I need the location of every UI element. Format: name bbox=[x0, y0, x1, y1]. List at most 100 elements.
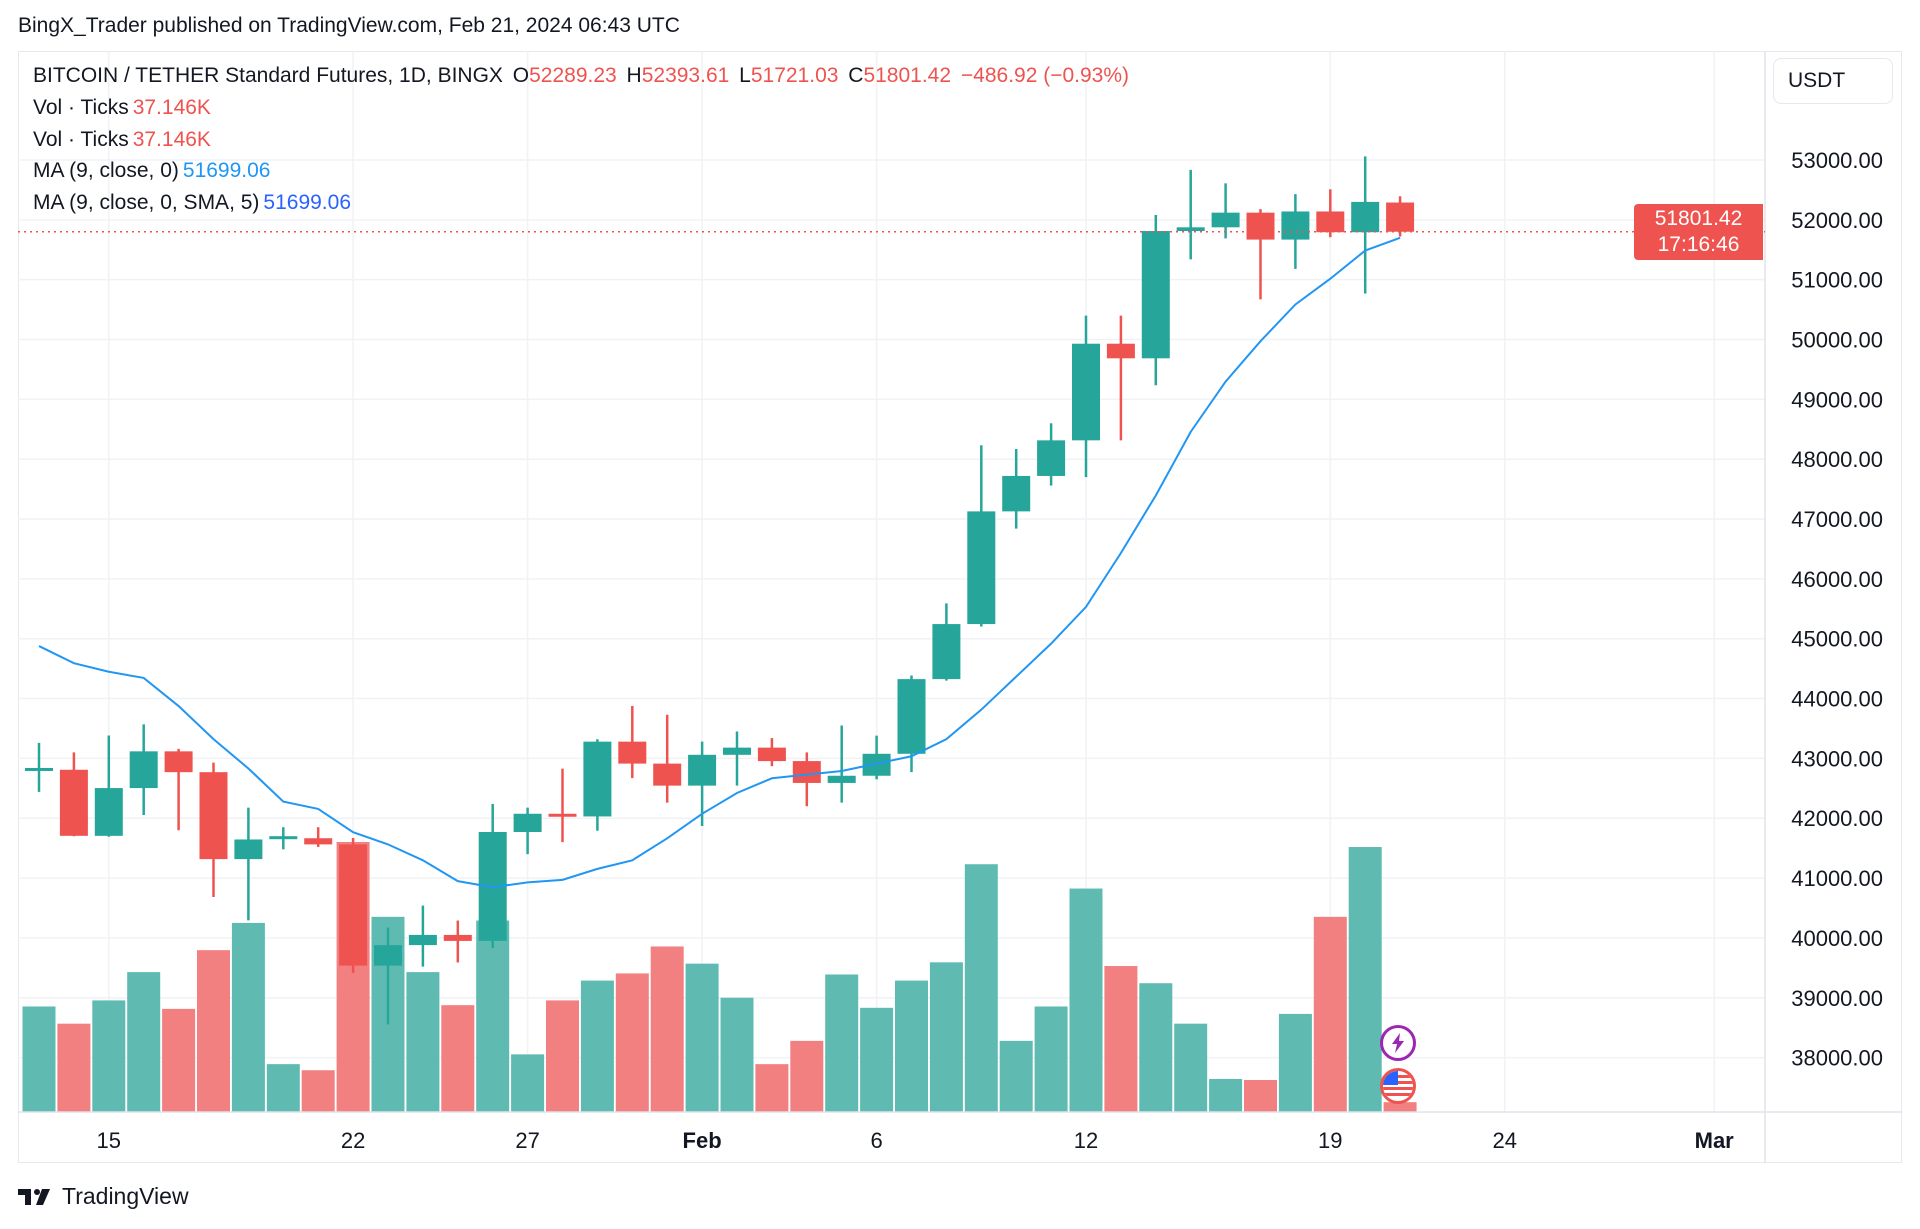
volume-bar bbox=[162, 1008, 196, 1112]
ma-label: MA (9, close, 0) bbox=[33, 159, 179, 182]
candle bbox=[967, 445, 996, 627]
candles bbox=[25, 156, 1415, 1025]
legend-ma-2[interactable]: MA (9, close, 0, SMA, 5) 51699.06 bbox=[33, 191, 355, 215]
candle-body bbox=[897, 679, 926, 754]
candle bbox=[339, 837, 368, 973]
volume-bar bbox=[1383, 1102, 1417, 1112]
volume-bar bbox=[615, 973, 649, 1112]
candle-body bbox=[1141, 231, 1170, 359]
low-label: L bbox=[739, 64, 751, 87]
legend-ma-1[interactable]: MA (9, close, 0) 51699.06 bbox=[33, 159, 274, 183]
ma-value: 51699.06 bbox=[263, 191, 351, 214]
volume-bar bbox=[685, 963, 719, 1112]
ma-line-layer bbox=[38, 236, 1401, 889]
volume-bar bbox=[790, 1040, 824, 1112]
candle-body bbox=[688, 754, 717, 786]
candle-body bbox=[932, 624, 961, 680]
legend-volume-2[interactable]: Vol · Ticks 37.146K bbox=[33, 128, 215, 152]
volume-bar bbox=[92, 1000, 126, 1112]
time-tick-label: Mar bbox=[1695, 1128, 1735, 1153]
currency-button[interactable]: USDT bbox=[1773, 58, 1893, 104]
volume-bar bbox=[1104, 966, 1138, 1112]
candle bbox=[199, 762, 228, 898]
symbol-title[interactable]: BITCOIN / TETHER Standard Futures, 1D, B… bbox=[33, 64, 503, 87]
candle-body bbox=[269, 836, 298, 840]
chart-frame bbox=[18, 51, 1902, 1163]
last-price-label: 51801.42 17:16:46 bbox=[1634, 204, 1763, 260]
candle-body bbox=[374, 945, 402, 966]
time-tick-label: 12 bbox=[1074, 1128, 1098, 1153]
candle bbox=[408, 905, 437, 967]
volume-bar bbox=[1244, 1080, 1277, 1112]
candle-body bbox=[339, 844, 368, 966]
volume-bar bbox=[1209, 1078, 1243, 1112]
high-value: 52393.61 bbox=[641, 64, 730, 87]
candle bbox=[1246, 209, 1275, 300]
ma-label: MA (9, close, 0, SMA, 5) bbox=[33, 191, 260, 214]
candle-body bbox=[967, 511, 996, 625]
candle-body bbox=[583, 741, 612, 817]
volume-bar bbox=[231, 922, 265, 1112]
axes: 53000.00 52000.00 51000.00 50000.00 49000.00… bbox=[18, 51, 1902, 1163]
candle-body bbox=[723, 747, 751, 755]
price-tick-label: 53000.00 bbox=[1791, 148, 1883, 173]
open-label: O bbox=[512, 64, 530, 87]
time-tick-label: 22 bbox=[341, 1128, 365, 1153]
time-tick-label: 27 bbox=[515, 1128, 539, 1153]
candle-body bbox=[59, 769, 88, 836]
candle bbox=[478, 803, 507, 949]
ma-line bbox=[38, 236, 1401, 889]
close-value: 51801.42 bbox=[863, 64, 952, 87]
candle-body bbox=[129, 751, 158, 789]
volume-bar bbox=[580, 980, 614, 1112]
price-tick-label: 42000.00 bbox=[1791, 806, 1883, 831]
grid bbox=[18, 51, 1765, 1112]
candle-body bbox=[653, 763, 682, 786]
us-flag-icon[interactable] bbox=[1380, 1068, 1416, 1104]
price-tick-label: 47000.00 bbox=[1791, 507, 1883, 532]
candle-body bbox=[1106, 343, 1135, 359]
price-tick-label: 40000.00 bbox=[1791, 926, 1883, 951]
candle bbox=[1281, 194, 1310, 269]
candle bbox=[548, 768, 577, 843]
candle bbox=[1351, 156, 1380, 294]
time-tick-label: Feb bbox=[683, 1128, 722, 1153]
candle bbox=[618, 706, 647, 779]
candle bbox=[1106, 315, 1135, 441]
volume-bar bbox=[476, 920, 510, 1112]
volume-bar bbox=[546, 1000, 579, 1112]
price-tick-label: 51000.00 bbox=[1791, 268, 1883, 293]
high-label: H bbox=[626, 64, 642, 87]
tradingview-logo[interactable]: TradingView bbox=[18, 1183, 189, 1210]
volume-bar bbox=[301, 1070, 335, 1112]
volume-bar bbox=[511, 1054, 545, 1112]
candle bbox=[1316, 189, 1345, 238]
candle bbox=[59, 752, 88, 837]
volume-bar bbox=[895, 980, 928, 1112]
candle bbox=[827, 725, 856, 803]
candle-body bbox=[548, 813, 577, 817]
volume-bar bbox=[964, 864, 998, 1112]
candle-body bbox=[1316, 211, 1345, 233]
time-tick-label: 6 bbox=[870, 1128, 882, 1153]
volume-bar bbox=[999, 1040, 1033, 1112]
candle-body bbox=[164, 751, 193, 773]
candle-body bbox=[1072, 343, 1100, 441]
candle bbox=[792, 752, 821, 807]
candle bbox=[164, 748, 193, 831]
candle bbox=[1141, 215, 1170, 386]
lightning-icon[interactable] bbox=[1380, 1025, 1416, 1061]
volume-label: Vol · Ticks bbox=[33, 128, 129, 151]
candle-body bbox=[199, 772, 228, 860]
volume-bar bbox=[406, 972, 440, 1112]
price-tick-label: 44000.00 bbox=[1791, 687, 1883, 712]
candle bbox=[1002, 449, 1031, 529]
volume-bar bbox=[650, 946, 684, 1112]
volume-value: 37.146K bbox=[132, 128, 211, 151]
price-tick-label: 49000.00 bbox=[1791, 387, 1883, 412]
candle bbox=[25, 742, 53, 792]
legend-volume-1[interactable]: Vol · Ticks 37.146K bbox=[33, 96, 215, 120]
volume-bar bbox=[22, 1006, 56, 1112]
low-value: 51721.03 bbox=[750, 64, 839, 87]
